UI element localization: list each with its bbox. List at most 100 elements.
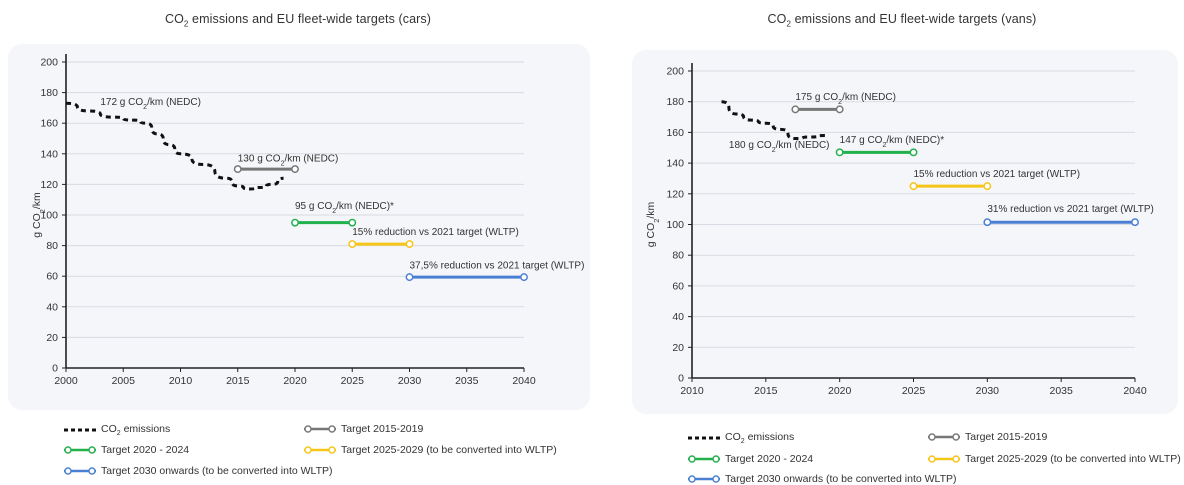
target-endpoint-marker <box>233 165 242 174</box>
target-endpoint-marker <box>983 182 992 191</box>
legend-item: CO2 emissions <box>686 431 794 445</box>
target-endpoint-marker <box>835 148 844 157</box>
legend-swatch-marker <box>712 455 720 463</box>
target-endpoint-marker <box>909 182 918 191</box>
legend-label: CO2 emissions <box>101 423 171 438</box>
target-endpoint-marker <box>405 240 414 249</box>
target-endpoint-marker <box>909 148 918 157</box>
legend-item: Target 2015-2019 <box>302 423 423 435</box>
target-endpoint-marker <box>791 105 800 114</box>
legend-swatch <box>928 433 960 441</box>
plot-background <box>632 50 1178 414</box>
legend-swatch-marker <box>712 475 720 483</box>
y-tick-label: 80 <box>46 240 58 252</box>
legend-swatch-marker <box>64 467 72 475</box>
data-annotation: 175 g CO2/km (NEDC) <box>795 92 896 106</box>
x-tick-label: 2020 <box>283 375 307 387</box>
plot-background <box>8 44 590 410</box>
legend-swatch-marker <box>688 475 696 483</box>
y-tick-label: 100 <box>666 219 684 231</box>
legend-swatch-marker <box>304 425 312 433</box>
title-subscript: 2 <box>786 19 792 29</box>
legend-swatch-marker <box>328 425 336 433</box>
x-tick-label: 2025 <box>341 375 365 387</box>
y-tick-label: 140 <box>666 158 684 170</box>
x-tick-label: 2015 <box>226 375 250 387</box>
y-tick-label: 120 <box>666 188 684 200</box>
x-tick-label: 2005 <box>112 375 136 387</box>
x-tick-label: 2030 <box>398 375 422 387</box>
legend-swatch <box>304 446 336 454</box>
data-annotation: 180 g CO2/km (NEDC) <box>729 140 830 154</box>
y-axis-label: g CO2/km <box>31 192 47 238</box>
data-annotation: 15% reduction vs 2021 target (WLTP) <box>352 227 519 238</box>
target-endpoint-marker <box>348 240 357 249</box>
target-endpoint-marker <box>520 273 528 282</box>
legend-label: Target 2020 - 2024 <box>101 444 190 456</box>
data-annotation: 37,5% reduction vs 2021 target (WLTP) <box>410 261 585 272</box>
legend-item: Target 2020 - 2024 <box>686 453 813 465</box>
target-endpoint-marker <box>348 218 357 227</box>
x-tick-label: 2035 <box>1049 385 1073 397</box>
legend-swatch-marker <box>328 446 336 454</box>
legend-label: Target 2030 onwards (to be converted int… <box>101 465 333 477</box>
x-tick-label: 2040 <box>1123 385 1147 397</box>
x-tick-label: 2000 <box>54 375 78 387</box>
target-endpoint-marker <box>405 273 414 282</box>
x-tick-label: 2010 <box>169 375 193 387</box>
y-tick-label: 20 <box>672 342 684 354</box>
legend-swatch <box>64 467 96 475</box>
legend-swatch <box>688 475 720 483</box>
title-text: CO <box>164 12 184 26</box>
y-tick-label: 40 <box>672 311 684 323</box>
legend-swatch <box>304 425 336 433</box>
target-endpoint-marker <box>983 218 992 227</box>
legend-label: Target 2025-2029 (to be converted into W… <box>965 453 1181 465</box>
legend-swatch <box>64 446 96 454</box>
x-tick-label: 2015 <box>754 385 778 397</box>
legend-item: Target 2030 onwards (to be converted int… <box>62 465 333 477</box>
data-annotation: 172 g CO2/km (NEDC) <box>100 97 201 111</box>
chart-title: CO2 emissions and EU fleet-wide targets … <box>0 12 596 29</box>
series-line-co2-emissions <box>721 100 825 141</box>
x-tick-label: 2010 <box>680 385 704 397</box>
x-tick-label: 2030 <box>976 385 1000 397</box>
y-tick-label: 200 <box>40 57 58 69</box>
target-endpoint-marker <box>291 218 299 227</box>
data-annotation: 15% reduction vs 2021 target (WLTP) <box>914 169 1081 180</box>
legend-swatch-marker <box>304 446 312 454</box>
legend-swatch <box>688 436 720 440</box>
y-tick-label: 0 <box>678 373 684 385</box>
legend-label: Target 2030 onwards (to be converted int… <box>725 473 957 485</box>
target-endpoint-marker <box>1131 218 1139 227</box>
x-tick-label: 2025 <box>902 385 926 397</box>
legend-swatch <box>64 428 96 432</box>
y-tick-label: 20 <box>46 332 58 344</box>
legend-swatch-marker <box>928 455 936 463</box>
legend-label: Target 2025-2029 (to be converted into W… <box>341 444 557 456</box>
legend-swatch <box>688 455 720 463</box>
legend-swatch-marker <box>88 467 96 475</box>
legend-label: CO2 emissions <box>725 431 795 446</box>
legend-label: Target 2020 - 2024 <box>725 453 814 465</box>
y-tick-label: 200 <box>666 66 684 78</box>
chart-panel-cars: CO2 emissions and EU fleet-wide targets … <box>0 12 596 477</box>
data-annotation: 147 g CO2/km (NEDC)* <box>840 135 945 149</box>
chart-panel-vans: CO2 emissions and EU fleet-wide targets … <box>620 0 1184 485</box>
y-tick-label: 100 <box>40 210 58 222</box>
legend-item: CO2 emissions <box>62 423 170 437</box>
y-tick-label: 180 <box>666 96 684 108</box>
y-tick-label: 140 <box>40 148 58 160</box>
y-axis-label: g CO2/km <box>645 201 661 247</box>
legend-swatch <box>928 455 960 463</box>
data-annotation: 31% reduction vs 2021 target (WLTP) <box>987 204 1154 215</box>
y-tick-label: 180 <box>40 87 58 99</box>
chart-title: CO2 emissions and EU fleet-wide targets … <box>620 12 1184 29</box>
series-line-co2-emissions <box>65 101 284 191</box>
legend-label: Target 2015-2019 <box>965 431 1048 443</box>
legend-swatch-marker <box>88 446 96 454</box>
target-endpoint-marker <box>291 165 299 174</box>
legend-item: Target 2025-2029 (to be converted into W… <box>926 453 1181 465</box>
